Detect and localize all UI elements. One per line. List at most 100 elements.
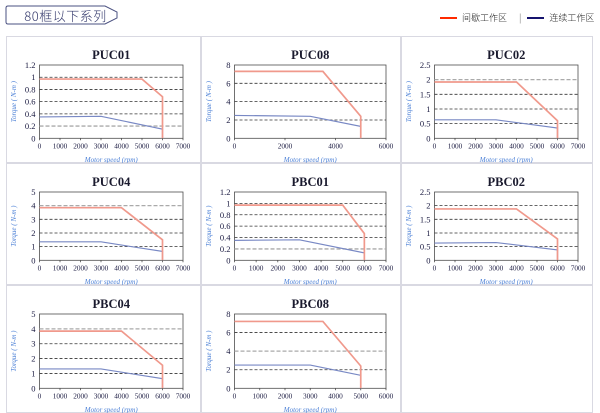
svg-text:3000: 3000 [489, 141, 504, 150]
svg-text:2000: 2000 [270, 263, 285, 272]
svg-text:8: 8 [226, 309, 230, 319]
svg-text:2: 2 [226, 365, 230, 375]
svg-text:PUC02: PUC02 [487, 48, 525, 62]
svg-text:2000: 2000 [73, 263, 88, 272]
svg-text:4000: 4000 [328, 391, 343, 400]
svg-text:0: 0 [226, 255, 230, 265]
svg-text:Torque ( N-m ): Torque ( N-m ) [205, 330, 213, 372]
svg-text:4000: 4000 [314, 263, 329, 272]
svg-text:5000: 5000 [353, 391, 368, 400]
svg-text:4: 4 [31, 324, 36, 334]
svg-text:1: 1 [31, 72, 35, 82]
svg-text:4: 4 [31, 201, 36, 211]
svg-text:Torque ( N-m ): Torque ( N-m ) [10, 330, 18, 372]
svg-text:0: 0 [433, 263, 437, 272]
svg-text:6000: 6000 [155, 141, 170, 150]
svg-text:0: 0 [426, 133, 430, 143]
svg-text:Torque ( N-m ): Torque ( N-m ) [10, 205, 18, 247]
svg-text:2000: 2000 [73, 141, 88, 150]
svg-text:2: 2 [426, 75, 430, 85]
svg-text:0.2: 0.2 [25, 121, 36, 131]
svg-text:0: 0 [38, 391, 42, 400]
svg-text:2000: 2000 [468, 141, 483, 150]
svg-text:PBC04: PBC04 [93, 297, 131, 311]
svg-text:2000: 2000 [468, 263, 483, 272]
svg-text:3000: 3000 [94, 263, 109, 272]
svg-text:6000: 6000 [155, 263, 170, 272]
svg-text:7000: 7000 [571, 141, 586, 150]
svg-text:4000: 4000 [114, 391, 129, 400]
svg-text:4000: 4000 [509, 141, 524, 150]
svg-text:0: 0 [226, 133, 230, 143]
svg-text:Torque ( N-m ): Torque ( N-m ) [10, 80, 18, 122]
svg-text:4000: 4000 [509, 263, 524, 272]
svg-text:6000: 6000 [550, 141, 565, 150]
svg-text:2: 2 [226, 115, 230, 125]
svg-text:2: 2 [31, 228, 35, 238]
svg-text:0: 0 [38, 141, 42, 150]
svg-text:3: 3 [31, 214, 35, 224]
svg-text:0.8: 0.8 [25, 84, 36, 94]
svg-text:2.5: 2.5 [420, 60, 431, 70]
svg-text:2000: 2000 [73, 391, 88, 400]
svg-text:1000: 1000 [53, 263, 68, 272]
svg-text:0: 0 [233, 391, 237, 400]
svg-text:2000: 2000 [278, 141, 293, 150]
svg-text:1000: 1000 [448, 263, 463, 272]
svg-text:6000: 6000 [155, 391, 170, 400]
svg-text:1: 1 [226, 198, 230, 208]
svg-text:4: 4 [226, 346, 231, 356]
svg-text:0: 0 [31, 383, 35, 393]
svg-text:0.4: 0.4 [25, 109, 36, 119]
svg-text:7000: 7000 [176, 391, 191, 400]
svg-text:3000: 3000 [303, 391, 318, 400]
svg-text:5000: 5000 [530, 141, 545, 150]
svg-text:3000: 3000 [489, 263, 504, 272]
svg-text:0.8: 0.8 [220, 210, 231, 220]
svg-text:0.4: 0.4 [220, 233, 231, 243]
svg-text:0: 0 [38, 263, 42, 272]
svg-text:7000: 7000 [571, 263, 586, 272]
svg-text:Torque ( N-m ): Torque ( N-m ) [205, 205, 213, 247]
svg-text:5000: 5000 [135, 391, 150, 400]
svg-text:1.2: 1.2 [220, 187, 231, 197]
svg-text:0: 0 [426, 255, 430, 265]
svg-text:2000: 2000 [278, 391, 293, 400]
svg-text:0: 0 [233, 263, 237, 272]
svg-text:8: 8 [226, 60, 230, 70]
svg-text:PBC08: PBC08 [292, 297, 330, 311]
svg-text:0: 0 [433, 141, 437, 150]
svg-text:6000: 6000 [357, 263, 372, 272]
svg-text:5000: 5000 [135, 263, 150, 272]
svg-text:Motor speed (rpm): Motor speed (rpm) [283, 406, 338, 413]
svg-text:0.2: 0.2 [220, 244, 231, 254]
svg-text:1.2: 1.2 [25, 60, 36, 70]
svg-text:1000: 1000 [252, 391, 267, 400]
svg-text:PUC04: PUC04 [92, 175, 131, 189]
svg-text:1.5: 1.5 [420, 214, 431, 224]
svg-text:0: 0 [31, 255, 35, 265]
svg-text:6000: 6000 [379, 141, 394, 150]
svg-text:1: 1 [31, 242, 35, 252]
svg-text:5: 5 [31, 309, 35, 319]
svg-text:5000: 5000 [530, 263, 545, 272]
svg-text:0.5: 0.5 [420, 119, 431, 129]
svg-text:Torque ( N-m ): Torque ( N-m ) [205, 80, 213, 122]
svg-text:PBC02: PBC02 [488, 175, 526, 189]
svg-text:4: 4 [226, 97, 231, 107]
svg-text:6: 6 [226, 328, 230, 338]
svg-text:1000: 1000 [53, 391, 68, 400]
svg-text:1: 1 [426, 228, 430, 238]
svg-text:1: 1 [426, 104, 430, 114]
svg-text:5000: 5000 [335, 263, 350, 272]
svg-text:3000: 3000 [94, 391, 109, 400]
svg-text:1: 1 [31, 368, 35, 378]
svg-text:PBC01: PBC01 [292, 175, 330, 189]
svg-text:3000: 3000 [292, 263, 307, 272]
svg-text:7000: 7000 [379, 263, 394, 272]
svg-text:Torque ( N-m ): Torque ( N-m ) [405, 205, 413, 247]
svg-text:0: 0 [31, 133, 35, 143]
svg-text:3000: 3000 [94, 141, 109, 150]
svg-text:2: 2 [31, 354, 35, 364]
svg-text:6: 6 [226, 78, 230, 88]
